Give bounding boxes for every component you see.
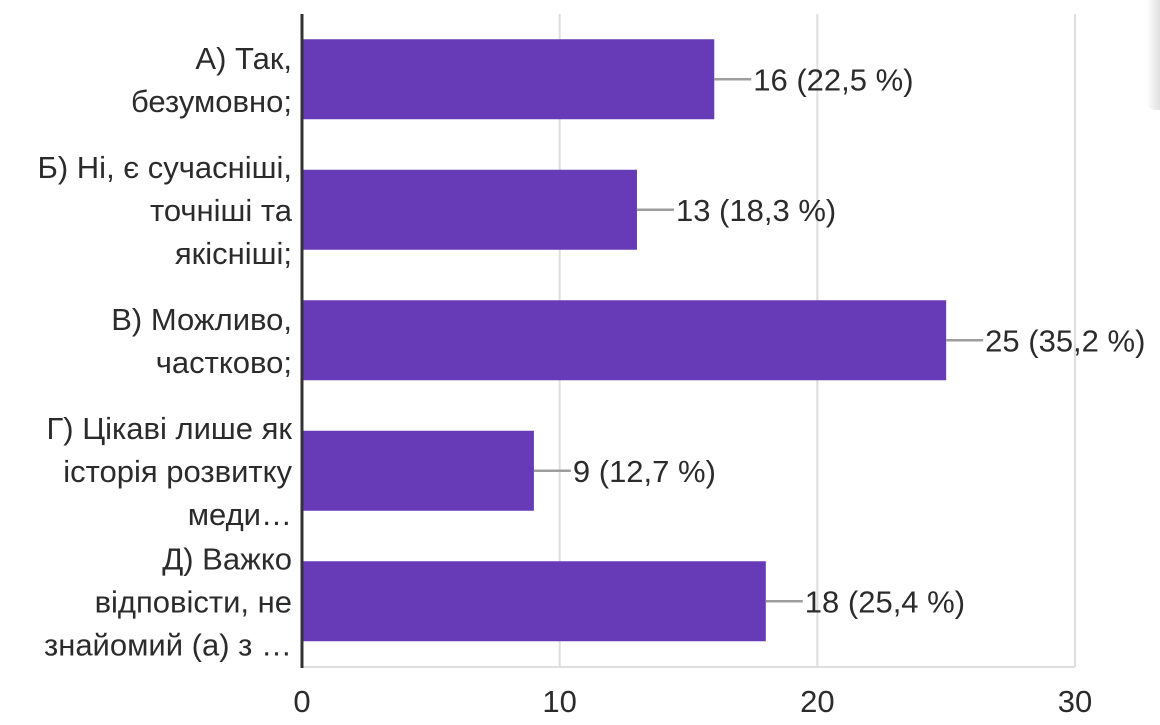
x-tick-label: 10 [542,684,576,719]
category-label-line: Б) Ні, є сучасніші, [38,150,292,185]
category-label-line: А) Так, [195,41,292,76]
category-label: А) Так, безумовно; [131,41,292,119]
data-label: 16 (22,5 %) [753,62,913,97]
axis-layer: 0 10 20 30 [293,14,1092,719]
category-label-line: Г) Цікаві лише як [47,411,293,446]
data-label: 18 (25,4 %) [805,584,965,619]
category-label: Б) Ні, є сучасніші, точніші та якісніші; [38,150,293,271]
category-label: Д) Важко відповісти, не знайомий (а) з … [44,541,292,662]
bar [302,430,534,511]
category-label-line: В) Можливо, [111,302,292,337]
category-label-line: якісніші; [175,236,292,271]
bar [302,39,715,120]
category-label-line: точніші та [150,193,293,228]
category-label-line: безумовно; [131,84,292,119]
bar [302,561,766,642]
category-label-line: знайомий (а) з … [44,627,292,662]
bar [302,300,947,381]
category-label: В) Можливо, частково; [111,302,292,380]
x-tick-label: 30 [1058,684,1092,719]
data-label: 13 (18,3 %) [676,193,836,228]
category-label-line: історія розвитку [63,454,292,489]
x-tick-label: 0 [293,684,310,719]
category-label: Г) Цікаві лише як історія розвитку меди… [47,411,293,532]
category-label-line: частково; [156,345,292,380]
screen-edge-shadow [1146,0,1160,110]
category-label-line: меди… [188,497,292,532]
leader-layer [533,78,984,603]
x-tick-label: 20 [800,684,834,719]
category-label-line: Д) Важко [162,541,292,576]
data-label: 25 (35,2 %) [985,323,1145,358]
label-layer: 16 (22,5 %) А) Так, безумовно; 13 (18,3 %) Б… [38,41,1146,663]
bar [302,169,637,250]
bar-layer [302,39,947,642]
category-label-line: відповісти, не [95,584,292,619]
data-label: 9 (12,7 %) [573,454,716,489]
